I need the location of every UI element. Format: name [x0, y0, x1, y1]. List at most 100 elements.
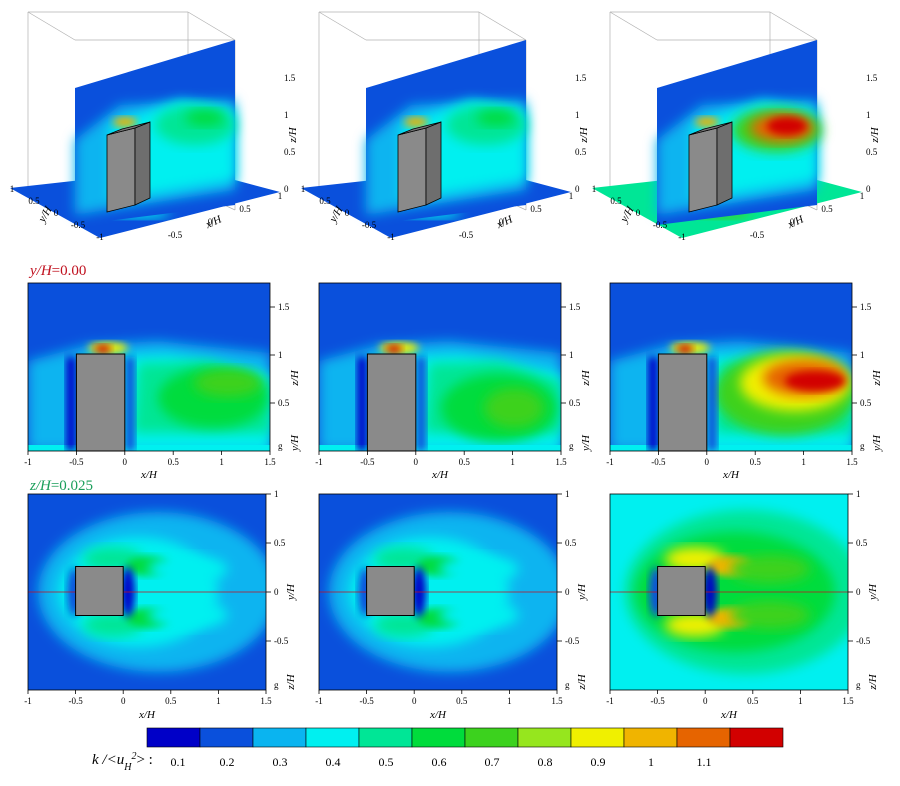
row2-label-value: =0.00: [52, 263, 87, 279]
upstream-low: [357, 357, 367, 451]
x-tick-label: 0: [412, 696, 417, 706]
iso-panel-2: 00.511.5z/H10.50-0.5-1y/H-0.500.51x/H: [301, 11, 590, 242]
x-axis-label: x/H: [431, 469, 449, 481]
x-tick-label: -1: [315, 696, 323, 706]
x-tick-label: 1: [510, 457, 514, 467]
y-tick-label: 1: [301, 184, 306, 194]
cb-tick-label: 1: [648, 755, 654, 769]
x-tick-label: 0.5: [530, 204, 542, 214]
wake-lower: [439, 601, 519, 629]
x-tick-label: 1.5: [260, 696, 272, 706]
z-tick-label: 1: [866, 110, 871, 120]
y-tick-label: 0: [636, 208, 641, 218]
x-tick-label: -0.5: [459, 230, 474, 240]
x-tick-label: 1.5: [846, 457, 858, 467]
x-tick-label: 1: [278, 191, 283, 201]
bbox-edge: [609, 11, 658, 41]
cb-tick-label: 0.1: [171, 755, 186, 769]
cb-bin-0: [146, 727, 201, 748]
z-axis-label: z/H: [580, 369, 592, 386]
cb-label-sub: H: [123, 762, 132, 773]
x-tick-label: 0: [414, 457, 419, 467]
row3-label-var: z/H: [29, 478, 52, 494]
building-top: [75, 566, 124, 616]
iso-panel-1: 00.511.5z/H10.50-0.5-1y/H-0.500.51x/H: [10, 11, 299, 242]
x-tick-label: 0.5: [750, 457, 762, 467]
x-axis-label: x/H: [203, 213, 224, 231]
x-tick-label: 1: [219, 457, 224, 467]
building-side: [75, 353, 126, 452]
cb-bin-8: [570, 727, 625, 748]
bbox-edge: [769, 11, 818, 41]
y-axis-label: y/H: [289, 434, 301, 452]
cb-bin-5: [411, 727, 466, 748]
building-front: [106, 127, 136, 213]
building-side-face: [716, 121, 733, 206]
building-side-face: [134, 121, 151, 206]
x-tick-label: 0: [705, 457, 710, 467]
y-axis-label: y/H: [867, 583, 879, 601]
side-frame: [609, 282, 853, 452]
x-axis-label: x/H: [720, 709, 738, 721]
colorbar-label: k /<uH2> :: [92, 751, 153, 773]
y-tick-label: -0.5: [274, 636, 289, 646]
side-field-2: [319, 283, 561, 451]
cb-tick-label: 0.9: [591, 755, 606, 769]
x-tick-label: 0: [703, 696, 708, 706]
y-tick-label: -0.5: [362, 220, 377, 230]
z-axis-label: z/H: [578, 126, 590, 143]
y-tick-label: 0.5: [28, 196, 40, 206]
x-tick-label: 0.5: [747, 696, 759, 706]
z-tick-label: 0.5: [860, 398, 872, 408]
row3-label: z/H=0.025: [29, 478, 93, 494]
y-tick-label: -1: [96, 232, 104, 242]
z-axis-label: z/H: [285, 673, 297, 690]
downstream-low: [707, 357, 717, 451]
cb-tick-label: 0.3: [273, 755, 288, 769]
x-tick-label: 1: [216, 696, 221, 706]
plane-core-2: [185, 110, 225, 126]
cb-bin-1: [199, 727, 254, 748]
y-tick-label: -0.5: [653, 220, 668, 230]
building-side: [366, 353, 417, 452]
x-tick-label: 0.5: [821, 204, 833, 214]
top-panel-3: -1 -0.5 0 0.5 1 1.5 x/H -0.5 0 0.5 1 g y/H z/H: [606, 489, 879, 721]
x-tick-label: -0.5: [168, 230, 183, 240]
x-tick-label: -0.5: [651, 457, 666, 467]
small-tick-label: g: [274, 680, 279, 690]
x-tick-label: 1.5: [551, 696, 563, 706]
x-tick-label: 0: [790, 217, 795, 227]
x-tick-label: 0.5: [239, 204, 251, 214]
small-tick-label: g: [856, 680, 861, 690]
y-tick-label: 1: [10, 184, 15, 194]
y-tick-label: 0.5: [565, 538, 577, 548]
x-axis-label: x/H: [138, 709, 156, 721]
upstream-low: [66, 357, 76, 451]
z-tick-label: 1.5: [860, 302, 872, 312]
y-tick-label: 0.5: [274, 538, 286, 548]
z-tick-label: 0.5: [284, 147, 296, 157]
side-panel-1: -1 -0.5 0 0.5 1 1.5x/H0.511.5gz/Hy/H: [24, 282, 301, 481]
x-tick-label: 0: [499, 217, 504, 227]
colorbar: 0.1 0.2 0.3 0.4 0.5 0.6 0.7 0.8 0.9 1 1.1: [146, 727, 784, 769]
z-tick-label: 1: [284, 110, 289, 120]
y-axis-label: y/H: [580, 434, 592, 452]
shear-layer: [113, 117, 137, 127]
row3-label-value: =0.025: [51, 478, 93, 494]
building-top: [366, 566, 415, 616]
building-roof: [688, 121, 733, 136]
building-side-face: [425, 121, 442, 206]
side-panel-2: -1 -0.5 0 0.5 1 1.5x/H0.511.5gz/Hy/H: [315, 282, 592, 481]
x-tick-label: 0.5: [456, 696, 468, 706]
y-tick-label: 1: [274, 489, 279, 499]
small-tick-label: g: [860, 441, 865, 451]
cb-bin-10: [676, 727, 731, 748]
x-axis-label: x/H: [785, 213, 806, 231]
cb-bin-7: [517, 727, 572, 748]
cb-bin-6: [464, 727, 519, 748]
shear-layer: [404, 117, 428, 127]
cb-tick-label: 0.6: [432, 755, 447, 769]
y-tick-label: -0.5: [856, 636, 871, 646]
wake-lower: [730, 601, 810, 629]
